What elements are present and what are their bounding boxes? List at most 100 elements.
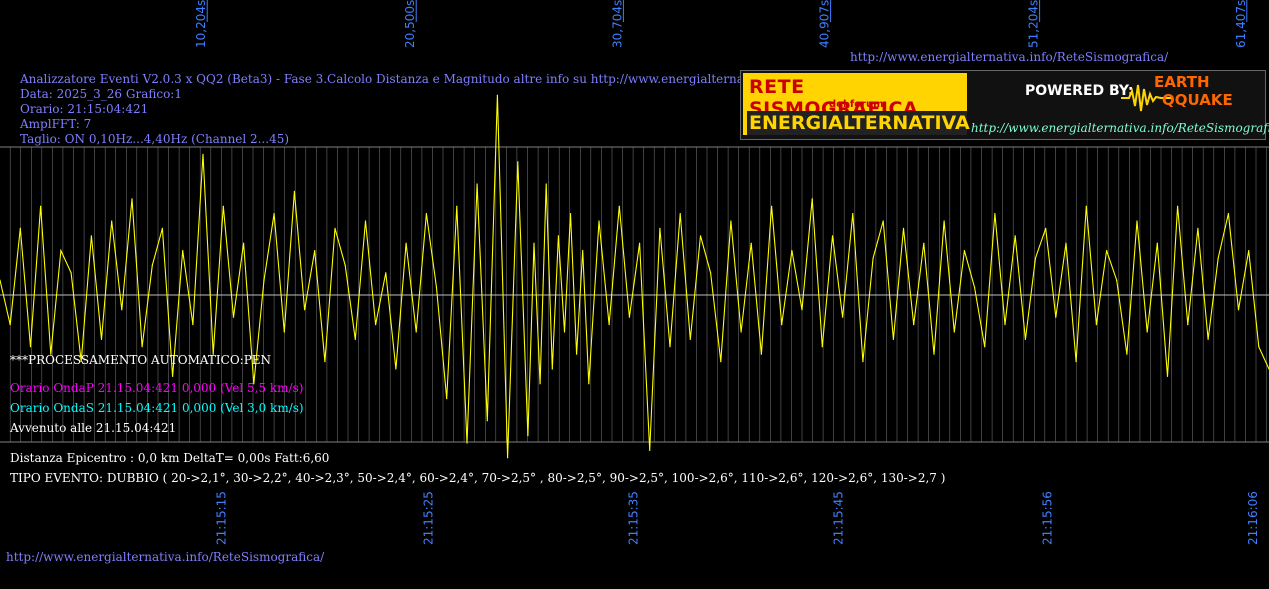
trace-point [80,361,82,363]
trace-point [385,272,387,274]
header-amplfft: AmplFFT: 7 [20,117,92,131]
logo-url[interactable]: http://www.energialternativa.info/ReteSi… [971,121,1269,135]
trace-point [1217,257,1219,259]
trace-point [222,205,224,207]
trace-point [304,309,306,311]
trace-point [1075,361,1077,363]
trace-point [446,398,448,400]
trace-point [730,220,732,222]
epicenter-distance: Distanza Epicentro : 0,0 km DeltaT= 0,00… [10,451,330,465]
trace-point [496,94,498,96]
site-url-top[interactable]: http://www.energialternativa.info/ReteSi… [850,50,1169,64]
trace-point [1177,205,1179,207]
trace-point [517,161,519,163]
trace-point [1207,338,1209,340]
trace-point [354,338,356,340]
logo-subtitle: del forum [829,99,884,110]
trace-point [563,331,566,333]
trace-point [263,279,265,281]
onda-p-time: Orario OndaP 21.15.04:421 0,000 (Vel 5,5… [10,381,304,395]
trace-point [1156,242,1158,244]
header-title: Analizzatore Eventi V2.0.3 x QQ2 (Beta3)… [20,72,856,86]
trace-point [1045,227,1047,229]
bottom-tick-label: 21:15:56 [1041,491,1055,545]
bottom-tick-label: 21:15:25 [421,491,435,545]
logo-brand-qquake: QQUAKE [1162,91,1233,109]
top-tick-label: 10,204s [194,0,208,48]
trace-point [588,383,590,385]
bottom-tick-label: 21:15:15 [214,491,228,545]
trace-point [882,220,884,222]
trace-point [913,324,915,326]
top-tick-label: 20,500s [403,0,417,48]
trace-point [172,375,174,377]
trace-point [771,205,773,207]
trace-point [1166,375,1169,377]
trace-point [1227,213,1229,215]
trace-point [324,361,326,363]
trace-point [131,198,133,200]
trace-point [375,324,377,326]
top-tick-label: 51,204s [1027,0,1041,48]
trace-point [527,435,529,437]
trace-point [902,227,905,229]
trace-point [111,220,113,222]
trace-point [781,324,783,326]
trace-point [273,213,275,215]
top-tick-label: 61,407s [1234,0,1248,48]
trace-point [842,316,844,318]
trace-point [192,324,194,326]
trace-point [598,220,600,222]
site-url-bottom[interactable]: http://www.energialternativa.info/ReteSi… [6,550,325,564]
trace-point [486,420,488,422]
trace-point [533,242,535,244]
trace-point [994,213,996,215]
seismic-trace-line [0,95,1269,458]
processing-status: ***PROCESSAMENTO AUTOMATICO:PEN [10,353,272,367]
trace-points [0,94,1269,459]
trace-point [0,279,1,281]
trace-point [405,242,407,244]
header-filter: Taglio: ON 0,10Hz...4,40Hz (Channel 2...… [20,132,290,146]
trace-point [984,346,986,348]
trace-point [60,250,62,252]
top-time-ticks: 10,204s 20,500s 30,704s 40,907s 51,204s 61,40… [194,0,1248,48]
logo-powered-by: POWERED BY: [1025,83,1134,99]
trace-point [476,183,478,185]
trace-point [1146,331,1148,333]
trace-point [557,235,560,237]
trace-point [293,190,295,192]
trace-point [364,220,367,222]
bottom-tick-label: 21:15:35 [627,491,641,545]
trace-point [1055,316,1057,318]
header-time: Orario: 21:15:04:421 [20,102,149,116]
seismograph-wave-icon [1121,84,1171,112]
trace-point [545,183,547,185]
trace-point [750,242,752,244]
trace-point [1004,324,1006,326]
trace-point [974,287,976,289]
trace-point [720,361,722,363]
trace-point [253,383,255,385]
trace-point [659,227,661,229]
trace-point [121,309,123,311]
event-type: TIPO EVENTO: DUBBIO ( 20->2,1°, 30->2,2°… [10,471,946,485]
trace-point [425,213,427,215]
trace-point [161,227,163,229]
trace-point [963,250,966,252]
trace-point [551,368,553,370]
trace-point [669,346,671,348]
trace-point [395,368,397,370]
trace-point [29,346,32,348]
trace-point [182,250,184,252]
trace-point [1065,242,1067,244]
trace-point [466,442,468,444]
trace-point [1106,250,1108,252]
trace-point [569,213,572,215]
top-tick-label: 30,704s [610,0,624,48]
network-logo[interactable]: RETE SISMOGRAFICA del forum ENERGIALTERN… [740,70,1269,140]
trace-point [314,250,316,252]
trace-point [1095,324,1097,326]
bottom-tick-label: 21:16:06 [1246,491,1260,545]
trace-point [801,309,803,311]
